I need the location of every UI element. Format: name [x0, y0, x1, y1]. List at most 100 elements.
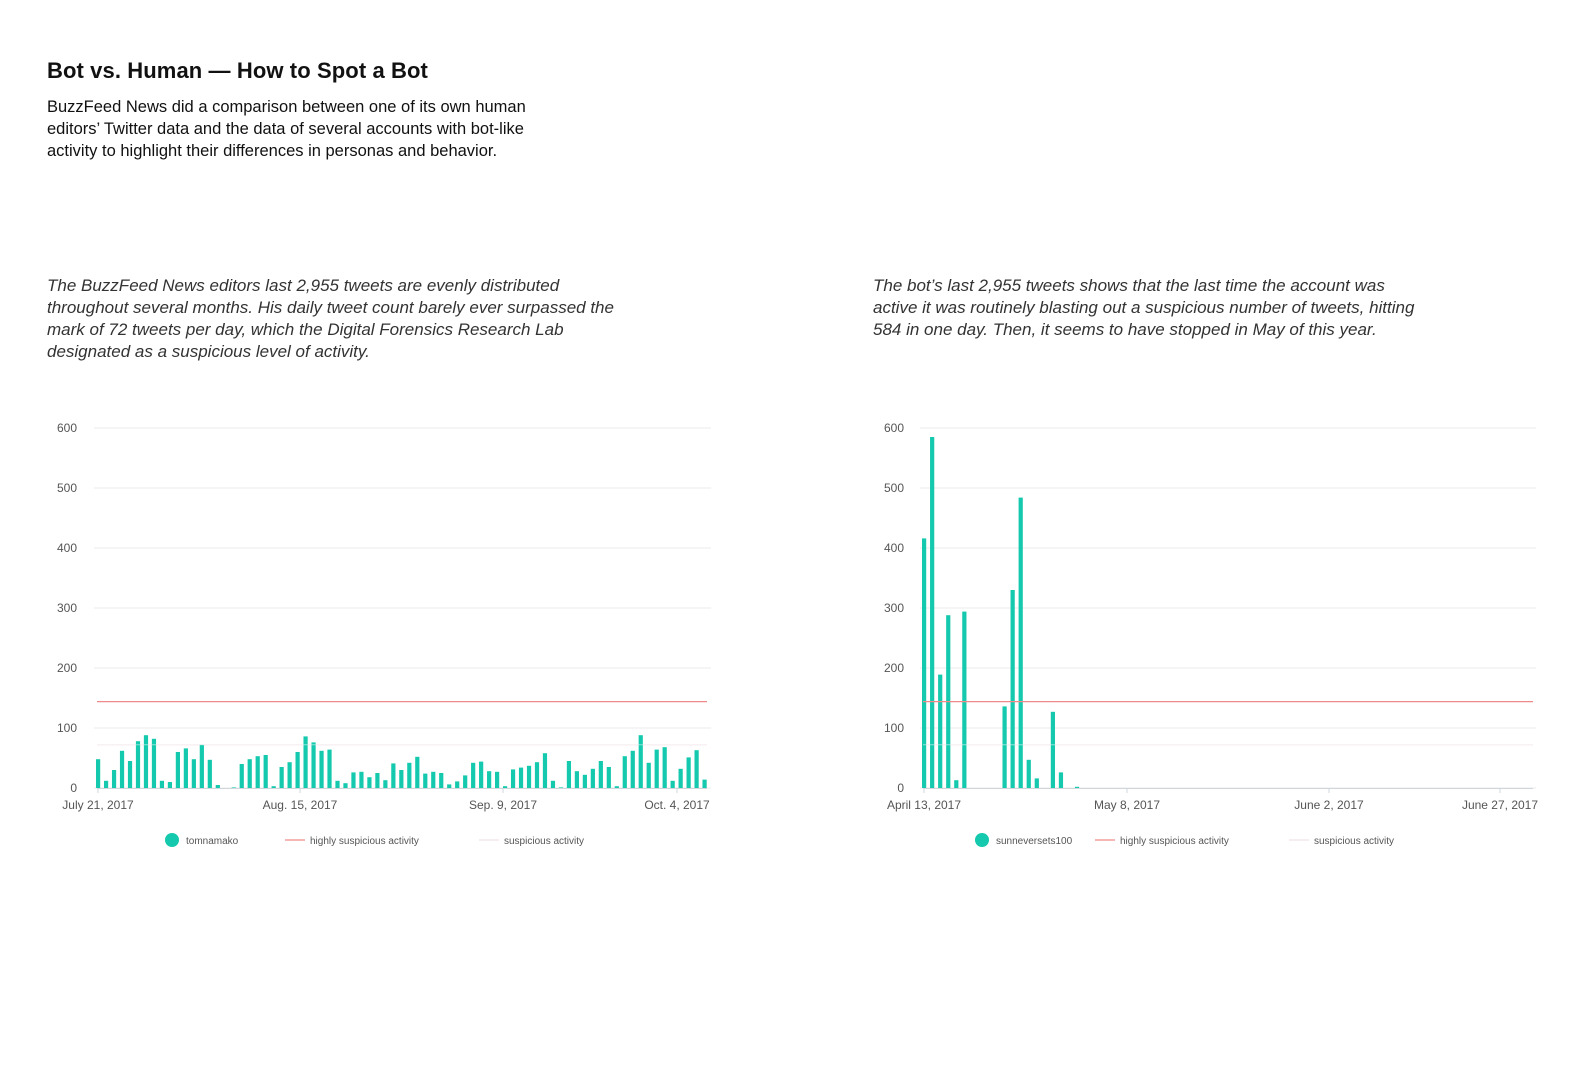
bar	[247, 759, 252, 788]
bar	[431, 771, 436, 788]
bar	[191, 759, 196, 788]
bar	[510, 769, 516, 788]
bar	[463, 775, 468, 788]
y-tick-label: 400	[57, 541, 77, 555]
legend-highly-suspicious-label: highly suspicious activity	[1120, 836, 1229, 847]
bar	[638, 735, 643, 788]
y-tick-label: 400	[884, 541, 904, 555]
x-tick-label: Oct. 4, 2017	[644, 798, 710, 812]
y-tick-label: 100	[884, 721, 904, 735]
page-title: Bot vs. Human — How to Spot a Bot	[47, 58, 428, 83]
y-tick-label: 500	[57, 481, 77, 495]
bar	[295, 752, 300, 788]
bar	[574, 771, 579, 788]
bar	[471, 762, 476, 788]
bar	[526, 765, 532, 788]
legend-series-marker	[165, 833, 179, 847]
bar	[678, 768, 683, 788]
bar	[327, 749, 332, 788]
bot-tweets-chart: 0 100 200 300 400 500 600 April 13, 2017 May 8, …	[884, 421, 1538, 847]
bar	[255, 756, 260, 788]
bar	[423, 773, 428, 788]
bar	[359, 771, 364, 788]
bar	[614, 786, 619, 788]
bar	[175, 752, 180, 788]
bar	[343, 783, 348, 788]
bar	[502, 786, 508, 788]
y-tick-label: 200	[57, 661, 77, 675]
bar	[367, 777, 372, 788]
bar	[582, 774, 587, 788]
x-tick-label: June 27, 2017	[1462, 798, 1538, 812]
legend-suspicious-label: suspicious activity	[504, 836, 584, 847]
bar	[566, 761, 572, 788]
bar	[271, 786, 276, 788]
bar	[135, 741, 141, 788]
intro-paragraph: BuzzFeed News did a comparison between o…	[47, 98, 526, 160]
bar	[1026, 759, 1031, 788]
x-tick-label: Sep. 9, 2017	[469, 798, 537, 812]
x-tick-label: May 8, 2017	[1094, 798, 1160, 812]
bar	[399, 770, 404, 788]
bar	[590, 768, 595, 788]
y-tick-label: 600	[57, 421, 77, 435]
y-tick-label: 600	[884, 421, 904, 435]
bar	[439, 773, 444, 788]
bar	[383, 780, 388, 788]
bar	[962, 611, 967, 788]
bar	[96, 759, 101, 788]
y-tick-label: 100	[57, 721, 77, 735]
right-chart-description: The bot’s last 2,955 tweets shows that t…	[873, 276, 1415, 339]
human-tweets-chart: 0 100 200 300 400 500 600 July 21, 2017 Aug. 15,…	[57, 421, 711, 847]
bar	[287, 762, 292, 788]
bar	[263, 755, 268, 788]
bar	[151, 738, 157, 788]
bar	[311, 742, 316, 788]
bar	[662, 747, 667, 788]
y-tick-label: 300	[884, 601, 904, 615]
bar	[319, 750, 324, 788]
bar	[167, 782, 173, 788]
bar	[606, 767, 611, 788]
bar	[1002, 706, 1007, 788]
bar	[415, 756, 420, 788]
bar	[207, 759, 212, 788]
bar	[183, 748, 188, 788]
bar	[534, 762, 540, 788]
bar	[351, 772, 356, 788]
bar	[938, 674, 943, 788]
bar	[542, 753, 548, 788]
bar	[550, 780, 556, 788]
legend-highly-suspicious-label: highly suspicious activity	[310, 836, 419, 847]
bar	[487, 771, 492, 788]
bar	[455, 781, 460, 788]
bar	[630, 750, 635, 788]
left-chart-description: The BuzzFeed News editors last 2,955 twe…	[47, 276, 614, 361]
bar	[1058, 772, 1064, 788]
bar	[303, 736, 308, 788]
bar	[686, 757, 691, 788]
x-tick-label: July 21, 2017	[62, 798, 134, 812]
bar	[622, 756, 627, 788]
bar	[1074, 786, 1080, 788]
y-tick-label: 0	[897, 781, 904, 795]
bar	[1018, 497, 1023, 788]
bar	[231, 787, 236, 788]
bar	[111, 770, 117, 788]
bar	[407, 762, 412, 788]
bar	[159, 780, 165, 788]
y-tick-label: 0	[70, 781, 77, 795]
x-tick-label: June 2, 2017	[1294, 798, 1364, 812]
bar	[279, 767, 284, 788]
bar	[930, 437, 935, 788]
bar	[215, 785, 220, 788]
bar	[598, 761, 603, 788]
bar	[670, 780, 675, 788]
x-tick-label: Aug. 15, 2017	[263, 798, 338, 812]
bar	[119, 750, 125, 788]
y-tick-label: 500	[884, 481, 904, 495]
y-tick-label: 200	[884, 661, 904, 675]
bar	[335, 780, 340, 788]
bar	[954, 780, 959, 788]
x-tick-label: April 13, 2017	[887, 798, 961, 812]
